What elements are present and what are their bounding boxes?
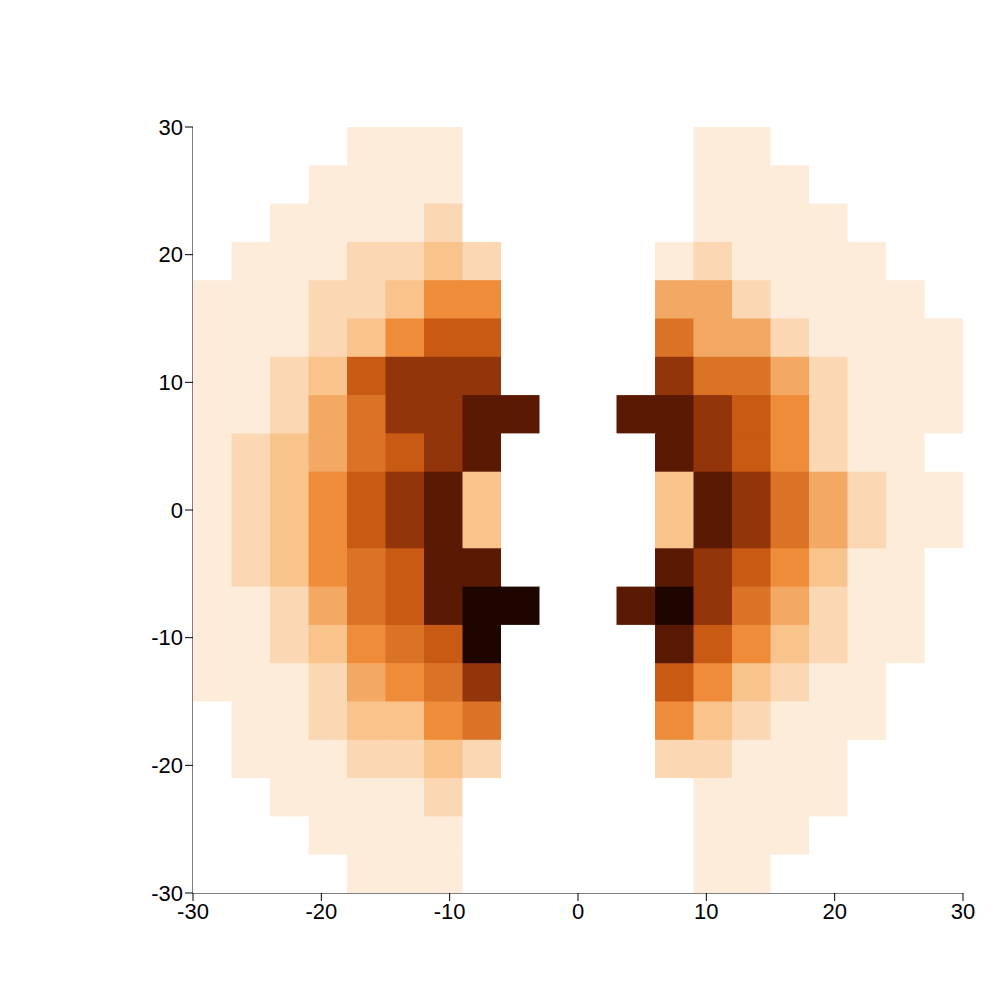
svg-text:30: 30 [159,115,183,140]
svg-text:-30: -30 [177,898,209,924]
svg-text:-10: -10 [151,625,183,650]
svg-text:-30: -30 [151,881,183,906]
svg-text:-20: -20 [151,753,183,778]
svg-text:20: 20 [159,242,183,267]
svg-text:10: 10 [159,370,183,395]
svg-text:30: 30 [951,899,975,924]
svg-text:10: 10 [694,899,718,924]
svg-text:0: 0 [572,899,584,924]
svg-text:20: 20 [822,899,846,924]
svg-text:-10: -10 [434,899,466,924]
svg-text:0: 0 [171,498,183,523]
svg-text:-20: -20 [305,899,337,924]
